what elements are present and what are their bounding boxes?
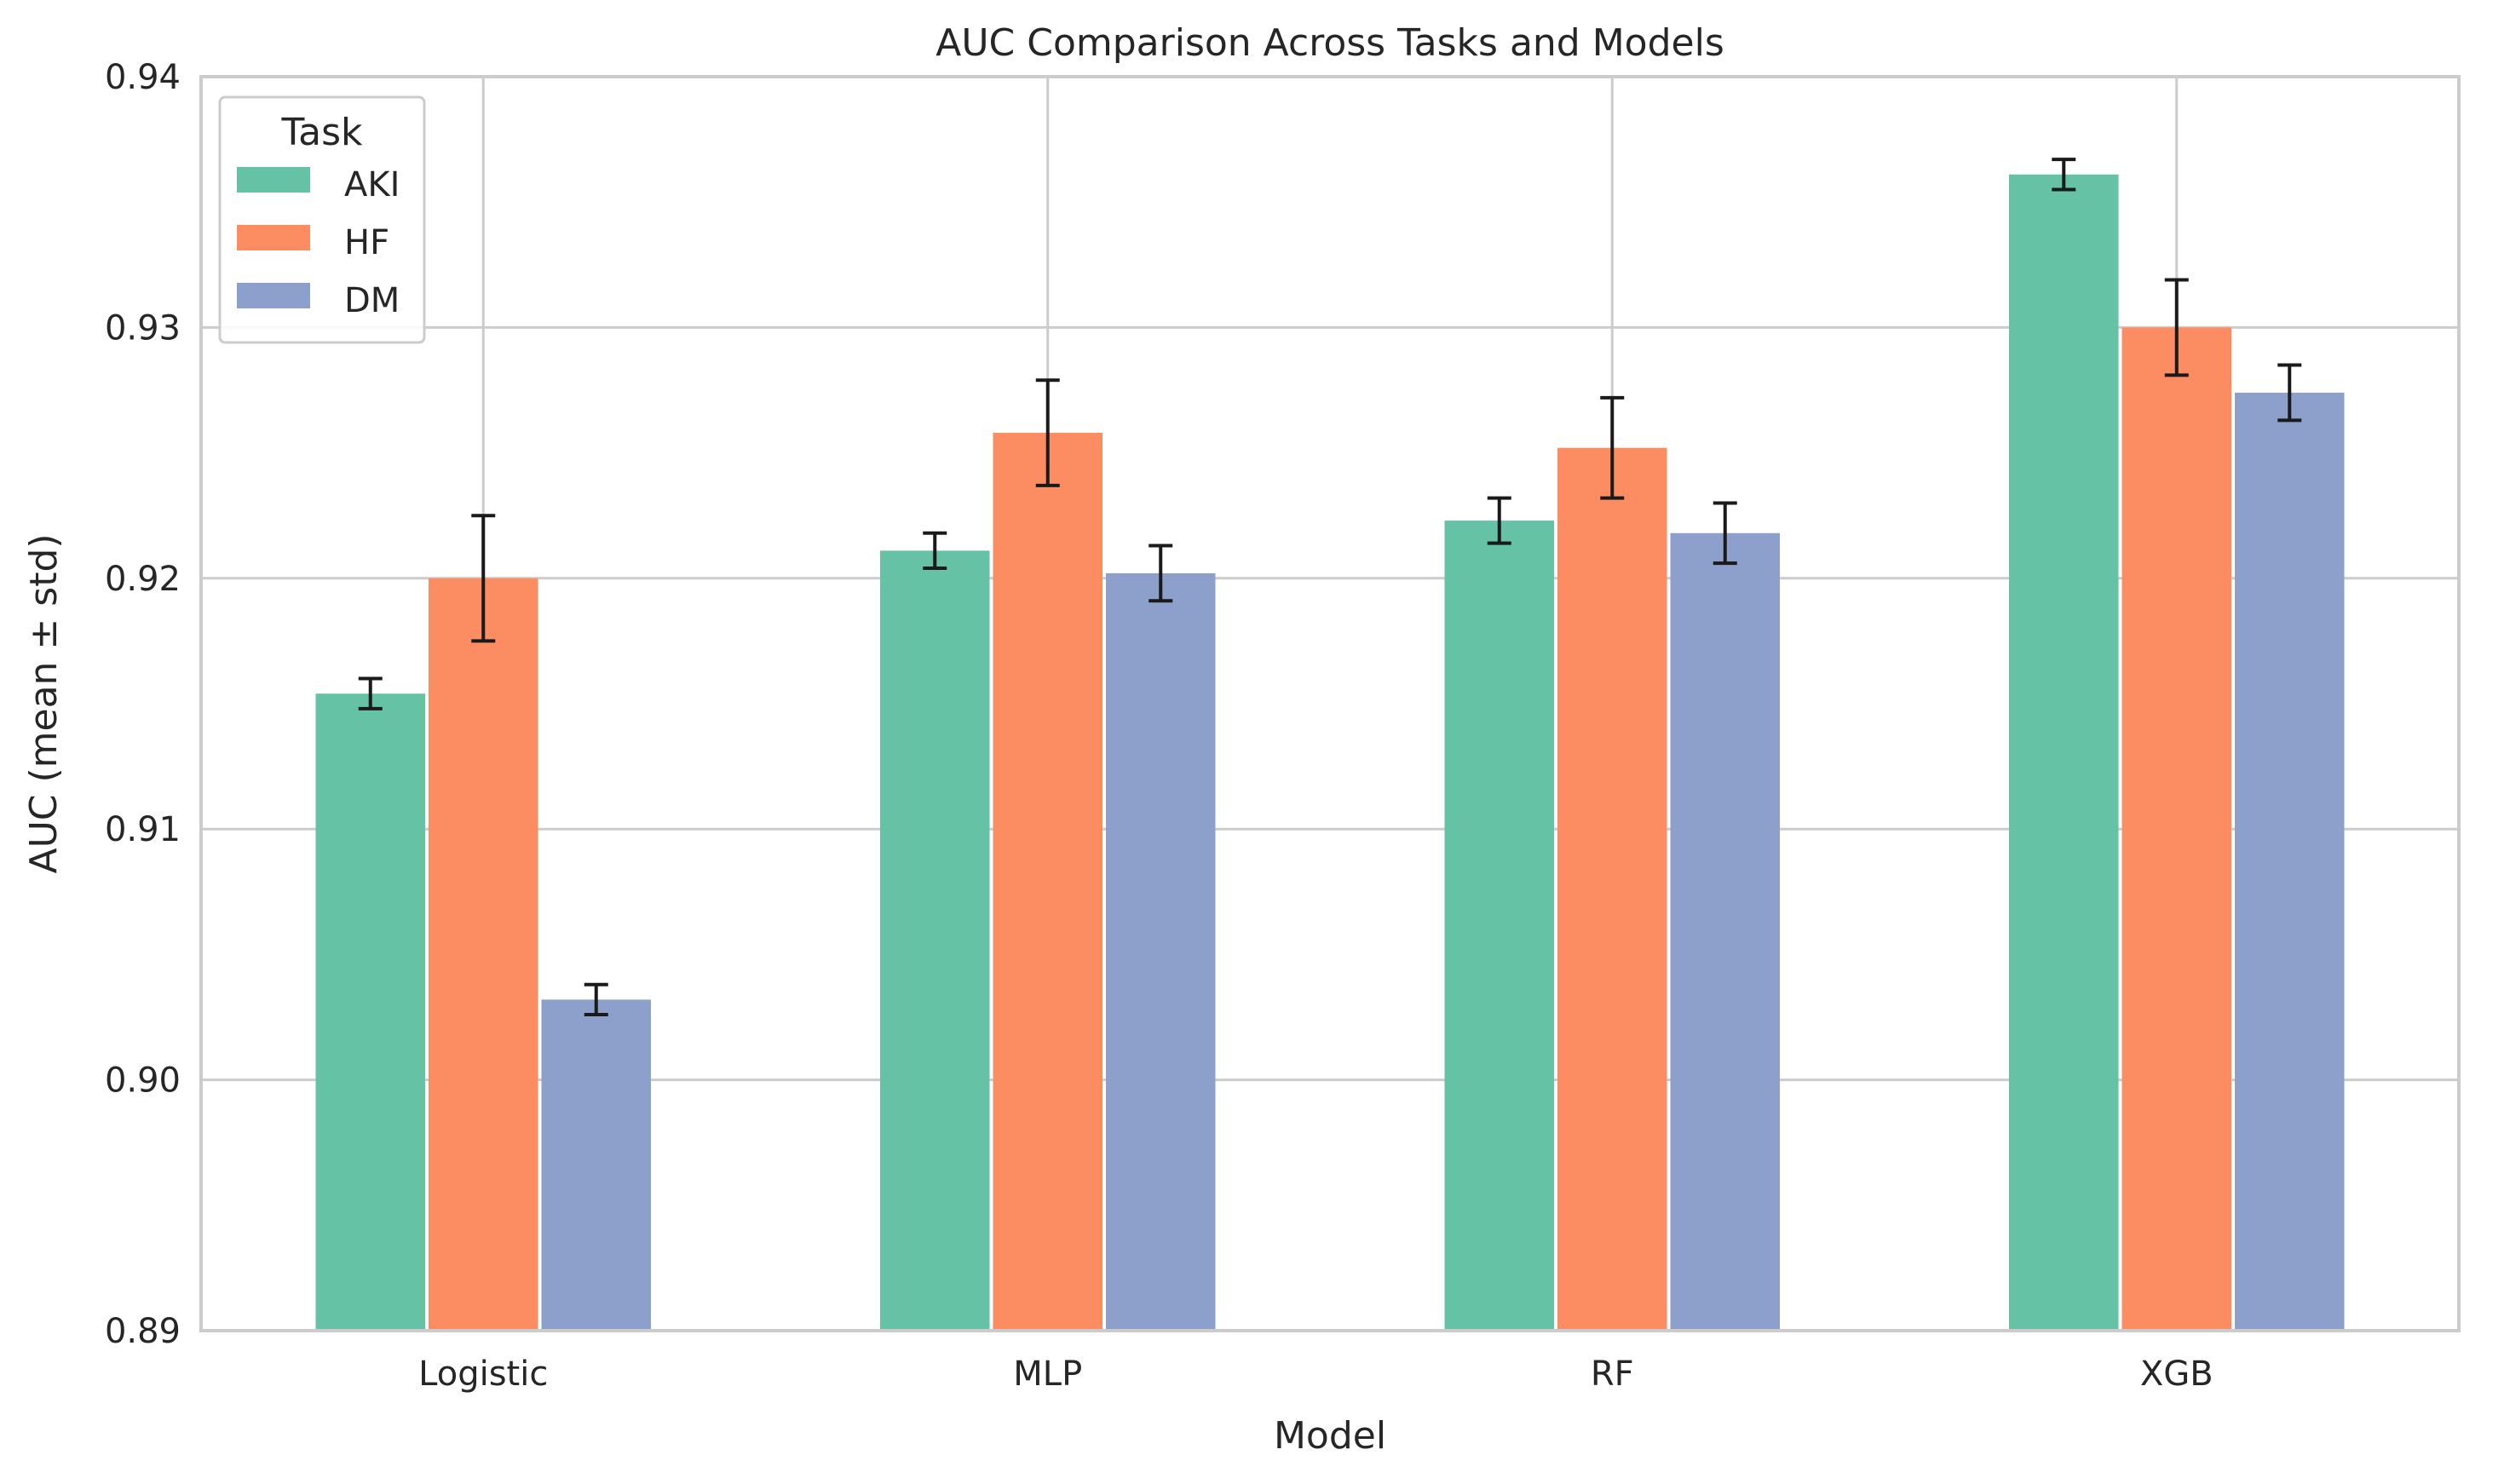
x-tick-labels: Logistic MLP RF XGB	[418, 1355, 2214, 1394]
bar	[993, 433, 1102, 1332]
x-tick-label: MLP	[1013, 1355, 1082, 1394]
bar	[2009, 174, 2119, 1331]
legend-swatch	[237, 283, 310, 308]
grid-lines	[201, 77, 2459, 1331]
plot-frame	[199, 75, 2461, 1332]
bar	[2121, 327, 2231, 1331]
x-tick-label: XGB	[2140, 1355, 2214, 1394]
y-tick-label: 0.94	[105, 58, 181, 97]
legend-label: AKI	[344, 165, 400, 204]
y-tick-label: 0.93	[105, 308, 181, 348]
legend-title: Task	[281, 111, 363, 154]
bar	[429, 578, 538, 1331]
error-bars	[358, 158, 2302, 1017]
legend-swatch	[237, 225, 310, 250]
y-axis-label: AUC (mean ± std)	[22, 533, 66, 873]
x-axis-label: Model	[1274, 1414, 1386, 1458]
legend-label: DM	[344, 281, 400, 320]
bars	[315, 174, 2345, 1332]
bar	[1106, 572, 1216, 1331]
bar	[315, 693, 425, 1331]
bar	[1670, 532, 1780, 1331]
bar	[1444, 521, 1554, 1331]
chart-title: AUC Comparison Across Tasks and Models	[935, 21, 1724, 65]
bar	[541, 999, 651, 1331]
x-tick-label: RF	[1591, 1355, 1634, 1394]
legend: Task AKI HF DM	[218, 95, 426, 344]
bar	[2235, 392, 2345, 1332]
y-tick-label: 0.90	[105, 1061, 181, 1101]
y-tick-label: 0.89	[105, 1312, 181, 1351]
bar	[880, 550, 990, 1331]
legend-box	[218, 95, 426, 344]
y-tick-labels: 0.89 0.90 0.91 0.92 0.93 0.94	[105, 58, 181, 1351]
y-tick-label: 0.92	[105, 560, 181, 599]
legend-swatch	[237, 167, 310, 193]
y-tick-label: 0.91	[105, 810, 181, 849]
x-tick-label: Logistic	[418, 1355, 548, 1394]
legend-label: HF	[344, 223, 389, 262]
legend-items: AKI HF DM	[237, 165, 400, 320]
bar	[1557, 447, 1667, 1332]
